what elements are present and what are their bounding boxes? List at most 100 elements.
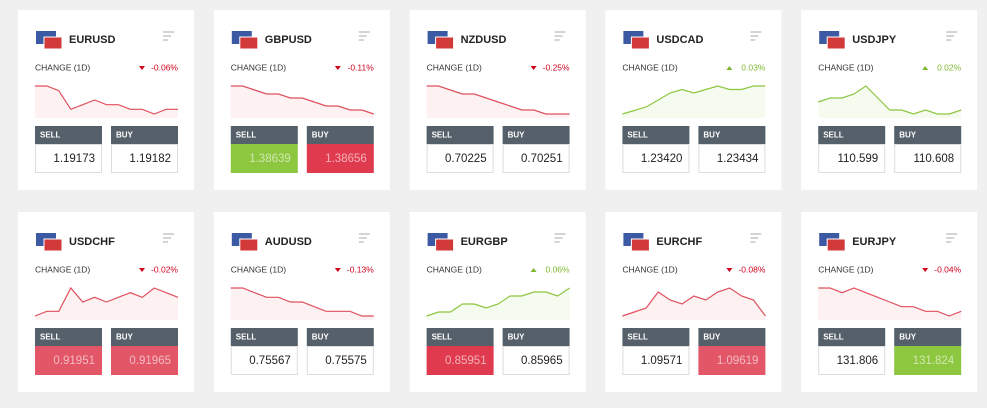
sell-price: 0.91951 <box>53 355 95 367</box>
change-label: CHANGE (1D) <box>231 62 286 72</box>
change-value: -0.06% <box>151 62 178 72</box>
sell-header <box>622 328 690 346</box>
sell-button[interactable] <box>230 346 298 375</box>
flag <box>239 238 259 252</box>
sell-button[interactable] <box>426 144 494 173</box>
change-value: 0.03% <box>741 62 766 72</box>
pair-name: EURJPY <box>852 236 897 248</box>
buy-header <box>894 328 962 346</box>
buy-button[interactable] <box>306 144 374 173</box>
flag <box>826 36 846 50</box>
sell-button[interactable] <box>230 144 298 173</box>
buy-price: 1.23434 <box>717 153 759 165</box>
sell-label: SELL <box>40 131 61 140</box>
change-arrow <box>726 268 733 272</box>
flag <box>43 238 63 252</box>
buy-label: BUY <box>899 333 917 342</box>
change-label: CHANGE (1D) <box>818 264 873 274</box>
buy-price: 0.85965 <box>521 355 563 367</box>
buy-label: BUY <box>703 333 721 342</box>
change-value: -0.11% <box>347 62 374 72</box>
buy-price: 0.91965 <box>129 355 171 367</box>
buy-header <box>502 126 570 144</box>
sell-price: 1.09571 <box>641 355 683 367</box>
sell-button[interactable] <box>818 346 886 375</box>
change-arrow <box>726 66 733 70</box>
sell-header <box>622 126 690 144</box>
sell-header <box>426 126 494 144</box>
change-arrow <box>334 66 341 70</box>
sell-price: 0.75567 <box>249 355 291 367</box>
buy-button[interactable] <box>502 144 570 173</box>
buy-button[interactable] <box>111 144 178 173</box>
sparkline-fill <box>35 288 178 320</box>
sell-button[interactable] <box>35 346 102 375</box>
sell-label: SELL <box>627 131 648 140</box>
sparkline-fill <box>230 288 374 320</box>
sparkline-fill <box>35 86 178 118</box>
buy-header <box>111 328 178 346</box>
buy-label: BUY <box>116 131 134 140</box>
sell-price: 1.23420 <box>641 153 683 165</box>
buy-price: 131.824 <box>913 355 955 367</box>
sell-button[interactable] <box>622 346 690 375</box>
sell-header <box>818 328 886 346</box>
buy-button[interactable] <box>698 346 766 375</box>
change-value: -0.02% <box>151 264 178 274</box>
sell-price: 1.38639 <box>249 153 291 165</box>
change-arrow <box>139 268 145 272</box>
buy-header <box>698 328 766 346</box>
flag <box>435 238 455 252</box>
buy-label: BUY <box>703 131 721 140</box>
sparkline <box>35 85 178 115</box>
buy-button[interactable] <box>698 144 766 173</box>
sparkline-fill <box>622 288 766 320</box>
buy-header <box>111 126 178 144</box>
pair-name: GBPUSD <box>265 34 312 46</box>
change-arrow <box>530 66 537 70</box>
change-value: 0.06% <box>545 264 570 274</box>
sparkline-fill <box>426 288 570 320</box>
change-value: -0.25% <box>543 62 570 72</box>
sell-button[interactable] <box>426 346 494 375</box>
flag <box>630 36 650 50</box>
flag <box>43 36 63 50</box>
buy-button[interactable] <box>894 144 962 173</box>
sparkline-fill <box>818 86 962 118</box>
change-label: CHANGE (1D) <box>231 264 286 274</box>
flag <box>435 36 455 50</box>
sell-header <box>35 328 102 346</box>
buy-price: 1.19182 <box>129 153 171 165</box>
buy-label: BUY <box>312 131 330 140</box>
change-label: CHANGE (1D) <box>427 62 482 72</box>
sell-button[interactable] <box>35 144 102 173</box>
sell-price: 1.19173 <box>53 153 95 165</box>
sparkline <box>230 287 374 317</box>
sell-button[interactable] <box>622 144 690 173</box>
pair-name: USDJPY <box>852 34 897 46</box>
sell-header <box>230 328 298 346</box>
buy-header <box>502 328 570 346</box>
buy-button[interactable] <box>502 346 570 375</box>
buy-label: BUY <box>312 333 330 342</box>
pair-name: NZDUSD <box>461 34 507 46</box>
change-arrow <box>139 66 145 70</box>
buy-button[interactable] <box>111 346 178 375</box>
sell-label: SELL <box>823 131 844 140</box>
change-value: -0.04% <box>934 264 961 274</box>
sell-button[interactable] <box>818 144 886 173</box>
change-label: CHANGE (1D) <box>818 62 873 72</box>
buy-header <box>894 126 962 144</box>
buy-label: BUY <box>508 131 526 140</box>
change-arrow <box>334 268 341 272</box>
sell-header <box>426 328 494 346</box>
sparkline <box>818 287 962 317</box>
change-label: CHANGE (1D) <box>35 62 90 72</box>
buy-button[interactable] <box>306 346 374 375</box>
change-value: -0.08% <box>738 264 765 274</box>
buy-price: 0.70251 <box>521 153 563 165</box>
buy-button[interactable] <box>894 346 962 375</box>
pair-name: AUDUSD <box>265 236 312 248</box>
pair-name: EURUSD <box>69 34 116 46</box>
